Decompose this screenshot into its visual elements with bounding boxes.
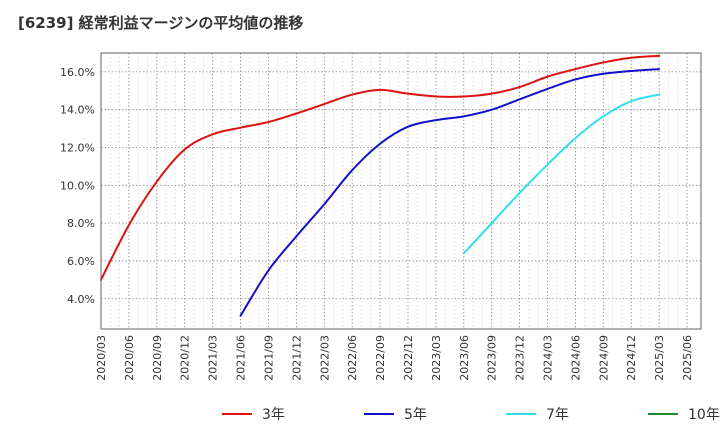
x-tick-label: 2025/03 — [653, 335, 666, 381]
x-tick-label: 2021/06 — [235, 335, 248, 381]
x-tick-label: 2025/06 — [681, 335, 694, 381]
x-tick-label: 2024/03 — [542, 335, 555, 381]
x-tick-label: 2023/03 — [430, 335, 443, 381]
series-line-3年 — [100, 54, 661, 281]
x-tick-label: 2023/06 — [458, 335, 471, 381]
chart-title: [6239] 経常利益マージンの平均値の推移 — [18, 14, 304, 32]
series-layer — [100, 54, 661, 317]
x-tick-label: 2023/09 — [486, 335, 499, 381]
y-tick-label: 4.0% — [67, 293, 95, 306]
x-tick-label: 2020/03 — [95, 335, 108, 381]
x-tick-label: 2024/12 — [625, 335, 638, 381]
x-tick-label: 2021/03 — [207, 335, 220, 381]
plot-area-border — [100, 52, 702, 330]
x-tick-label: 2022/12 — [402, 335, 415, 381]
y-axis-ticks: 4.0% 6.0% 8.0% 10.0% 12.0% 14.0% 16.0% — [60, 66, 95, 306]
x-tick-label: 2024/09 — [597, 335, 610, 381]
x-tick-label: 2020/06 — [123, 335, 136, 381]
legend: 3年 5年 7年 10年 — [222, 407, 720, 423]
x-tick-label: 2022/06 — [346, 335, 359, 381]
y-tick-label: 16.0% — [60, 66, 95, 79]
x-tick-label: 2022/09 — [374, 335, 387, 381]
x-tick-label: 2020/09 — [151, 335, 164, 381]
x-tick-label: 2024/06 — [569, 335, 582, 381]
legend-label: 7年 — [546, 407, 569, 423]
x-tick-label: 2021/09 — [262, 335, 275, 381]
y-tick-label: 10.0% — [60, 179, 95, 192]
plot-area-background — [101, 53, 701, 329]
y-tick-label: 8.0% — [67, 217, 95, 230]
series-line-5年 — [239, 68, 661, 317]
legend-label: 5年 — [404, 407, 427, 423]
series-line-7年 — [462, 93, 661, 255]
x-tick-label: 2021/12 — [290, 335, 303, 381]
x-tick-label: 2022/03 — [318, 335, 331, 381]
x-axis-ticks: 2020/03 2020/06 2020/09 2020/12 2021/03 2021/… — [95, 335, 694, 381]
y-tick-label: 14.0% — [60, 104, 95, 117]
legend-label: 10年 — [688, 407, 720, 423]
legend-label: 3年 — [262, 407, 285, 423]
x-tick-label: 2020/12 — [179, 335, 192, 381]
y-tick-label: 12.0% — [60, 142, 95, 155]
x-tick-label: 2023/12 — [514, 335, 527, 381]
y-tick-label: 6.0% — [67, 255, 95, 268]
